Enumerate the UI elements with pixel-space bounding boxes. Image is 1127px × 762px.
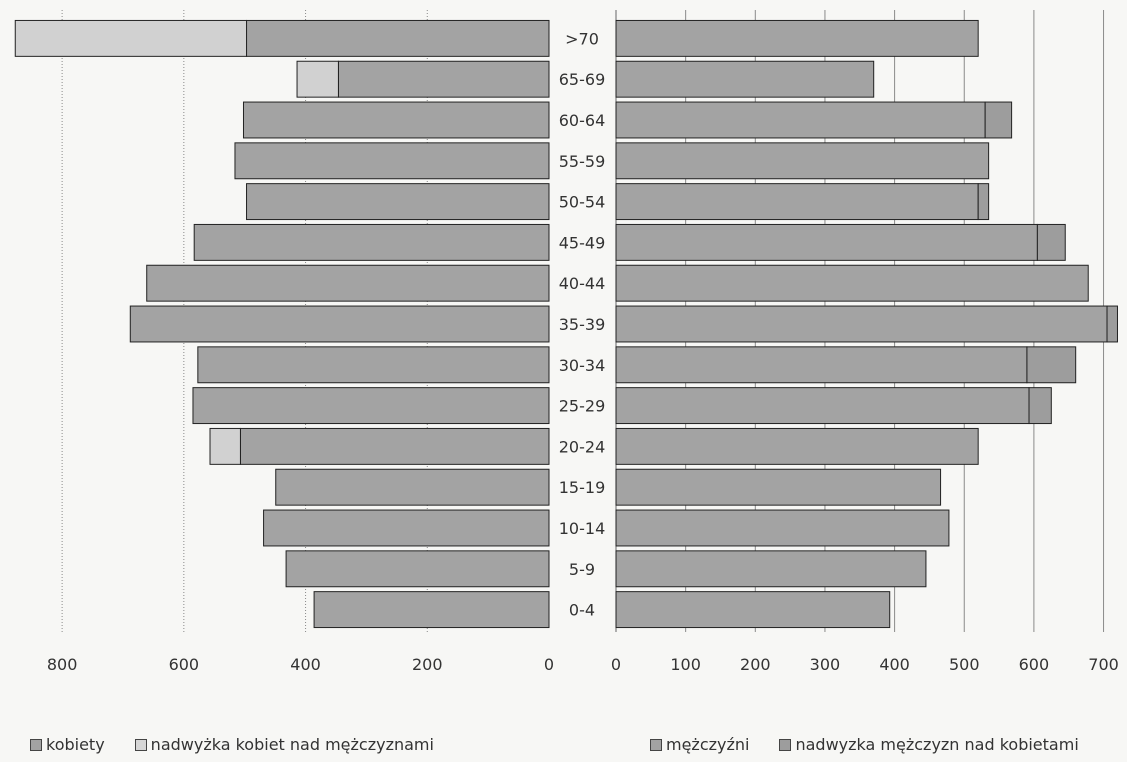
legend-swatch-kobiety xyxy=(30,738,42,751)
bar-right-mezczyzni-20-24 xyxy=(615,427,979,465)
right-tick-label-600: 600 xyxy=(1019,655,1050,674)
category-label-70: >70 xyxy=(565,29,599,48)
bar-left-kobiety-35-39 xyxy=(129,305,550,343)
right-tick-label-300: 300 xyxy=(810,655,841,674)
bar-left-kobiety-60-64 xyxy=(242,101,550,139)
left-tick-label-800: 800 xyxy=(47,655,78,674)
bar-right-nadwyzka-25-29 xyxy=(1028,387,1052,425)
legend-item-nadwyzka-kobiet: nadwyżka kobiet nad mężczyznami xyxy=(134,735,434,754)
bar-right-mezczyzni-55-59 xyxy=(615,142,990,180)
legend-label-mezczyzni: mężczyźni xyxy=(666,735,750,754)
category-label-15-19: 15-19 xyxy=(559,478,606,497)
bar-right-mezczyzni-30-34 xyxy=(615,346,1028,384)
bar-left-kobiety-30-34 xyxy=(197,346,550,384)
category-labels: >70 65-69 60-64 55-59 50-54 45-49 40-44 35-39 30… xyxy=(559,29,606,619)
bar-right-mezczyzni-45-49 xyxy=(615,223,1038,261)
legend-swatch-nadwyzka-kobiet xyxy=(134,738,147,751)
bar-right-mezczyzni-70 xyxy=(615,19,979,57)
bar-right-nadwyzka-60-64 xyxy=(984,101,1013,139)
bar-left-nadwyzka-65-69 xyxy=(296,60,339,98)
bar-left-kobiety-65-69 xyxy=(337,60,550,98)
category-label-60-64: 60-64 xyxy=(559,111,606,130)
bar-right-nadwyzka-30-34 xyxy=(1026,346,1077,384)
bar-left-kobiety-15-19 xyxy=(275,468,550,506)
category-label-5-9: 5-9 xyxy=(569,560,595,579)
bar-left-nadwyzka-20-24 xyxy=(209,427,241,465)
bar-right-mezczyzni-35-39 xyxy=(615,305,1108,343)
bar-left-kobiety-10-14 xyxy=(263,509,550,547)
bar-left-kobiety-70 xyxy=(246,19,550,57)
bar-right-mezczyzni-40-44 xyxy=(615,264,1089,302)
bar-right-mezczyzni-5-9 xyxy=(615,550,927,588)
category-label-20-24: 20-24 xyxy=(559,437,606,456)
bar-right-mezczyzni-15-19 xyxy=(615,468,942,506)
legend-item-kobiety: kobiety xyxy=(30,735,105,754)
bar-right-nadwyzka-50-54 xyxy=(977,183,990,221)
bar-right-mezczyzni-25-29 xyxy=(615,387,1030,425)
legend-item-mezczyzni: mężczyźni xyxy=(650,735,749,754)
left-tick-label-600: 600 xyxy=(169,655,200,674)
bar-left-kobiety-40-44 xyxy=(146,264,550,302)
bar-right-mezczyzni-0-4 xyxy=(615,591,891,629)
bar-right-mezczyzni-65-69 xyxy=(615,60,875,98)
bar-right-mezczyzni-60-64 xyxy=(615,101,986,139)
category-label-35-39: 35-39 xyxy=(559,315,606,334)
left-tick-label-200: 200 xyxy=(412,655,443,674)
legend-swatch-nadwyzka-mezczyzn xyxy=(779,738,792,751)
legend-left: kobiety nadwyżka kobiet nad mężczyznami xyxy=(30,735,456,754)
right-tick-label-100: 100 xyxy=(670,655,701,674)
right-tick-label-0: 0 xyxy=(611,655,621,674)
right-tick-label-200: 200 xyxy=(740,655,771,674)
category-label-10-14: 10-14 xyxy=(559,519,606,538)
left-tick-label-400: 400 xyxy=(290,655,321,674)
category-label-40-44: 40-44 xyxy=(559,274,606,293)
category-label-0-4: 0-4 xyxy=(569,601,595,620)
bar-left-kobiety-50-54 xyxy=(246,183,550,221)
category-label-50-54: 50-54 xyxy=(559,193,606,212)
bar-left-kobiety-20-24 xyxy=(239,427,550,465)
bar-right-nadwyzka-35-39 xyxy=(1106,305,1118,343)
legend-label-kobiety: kobiety xyxy=(46,735,105,754)
bar-right-mezczyzni-50-54 xyxy=(615,183,979,221)
bar-left-kobiety-0-4 xyxy=(313,591,550,629)
right-tick-label-500: 500 xyxy=(949,655,980,674)
category-label-45-49: 45-49 xyxy=(559,233,606,252)
right-tick-label-400: 400 xyxy=(879,655,910,674)
bar-right-mezczyzni-10-14 xyxy=(615,509,950,547)
left-tick-label-0: 0 xyxy=(544,655,554,674)
right-tick-label-700: 700 xyxy=(1088,655,1119,674)
category-label-65-69: 65-69 xyxy=(559,70,606,89)
left-bars xyxy=(14,19,550,629)
category-label-25-29: 25-29 xyxy=(559,397,606,416)
legend-item-nadwyzka-mezczyzn: nadwyzka mężczyzn nad kobietami xyxy=(779,735,1079,754)
category-label-55-59: 55-59 xyxy=(559,152,606,171)
bar-left-kobiety-55-59 xyxy=(234,142,550,180)
right-bars xyxy=(615,19,1118,629)
bar-left-kobiety-25-29 xyxy=(192,387,550,425)
left-axis-ticks: 0 200 400 600 800 xyxy=(47,655,554,674)
legend-swatch-mezczyzni xyxy=(650,738,662,751)
legend-right: mężczyźni nadwyzka mężczyzn nad kobietam… xyxy=(650,735,1101,754)
category-label-30-34: 30-34 xyxy=(559,356,606,375)
right-axis-ticks: 0 100 200 300 400 500 600 700 xyxy=(611,655,1119,674)
bar-left-kobiety-5-9 xyxy=(285,550,550,588)
legend-label-nadwyzka-kobiet: nadwyżka kobiet nad mężczyznami xyxy=(150,735,434,754)
bar-left-kobiety-45-49 xyxy=(193,223,550,261)
bar-right-nadwyzka-45-49 xyxy=(1036,223,1066,261)
legend-label-nadwyzka-mezczyzn: nadwyzka mężczyzn nad kobietami xyxy=(795,735,1079,754)
bar-left-nadwyzka-70 xyxy=(14,19,248,57)
